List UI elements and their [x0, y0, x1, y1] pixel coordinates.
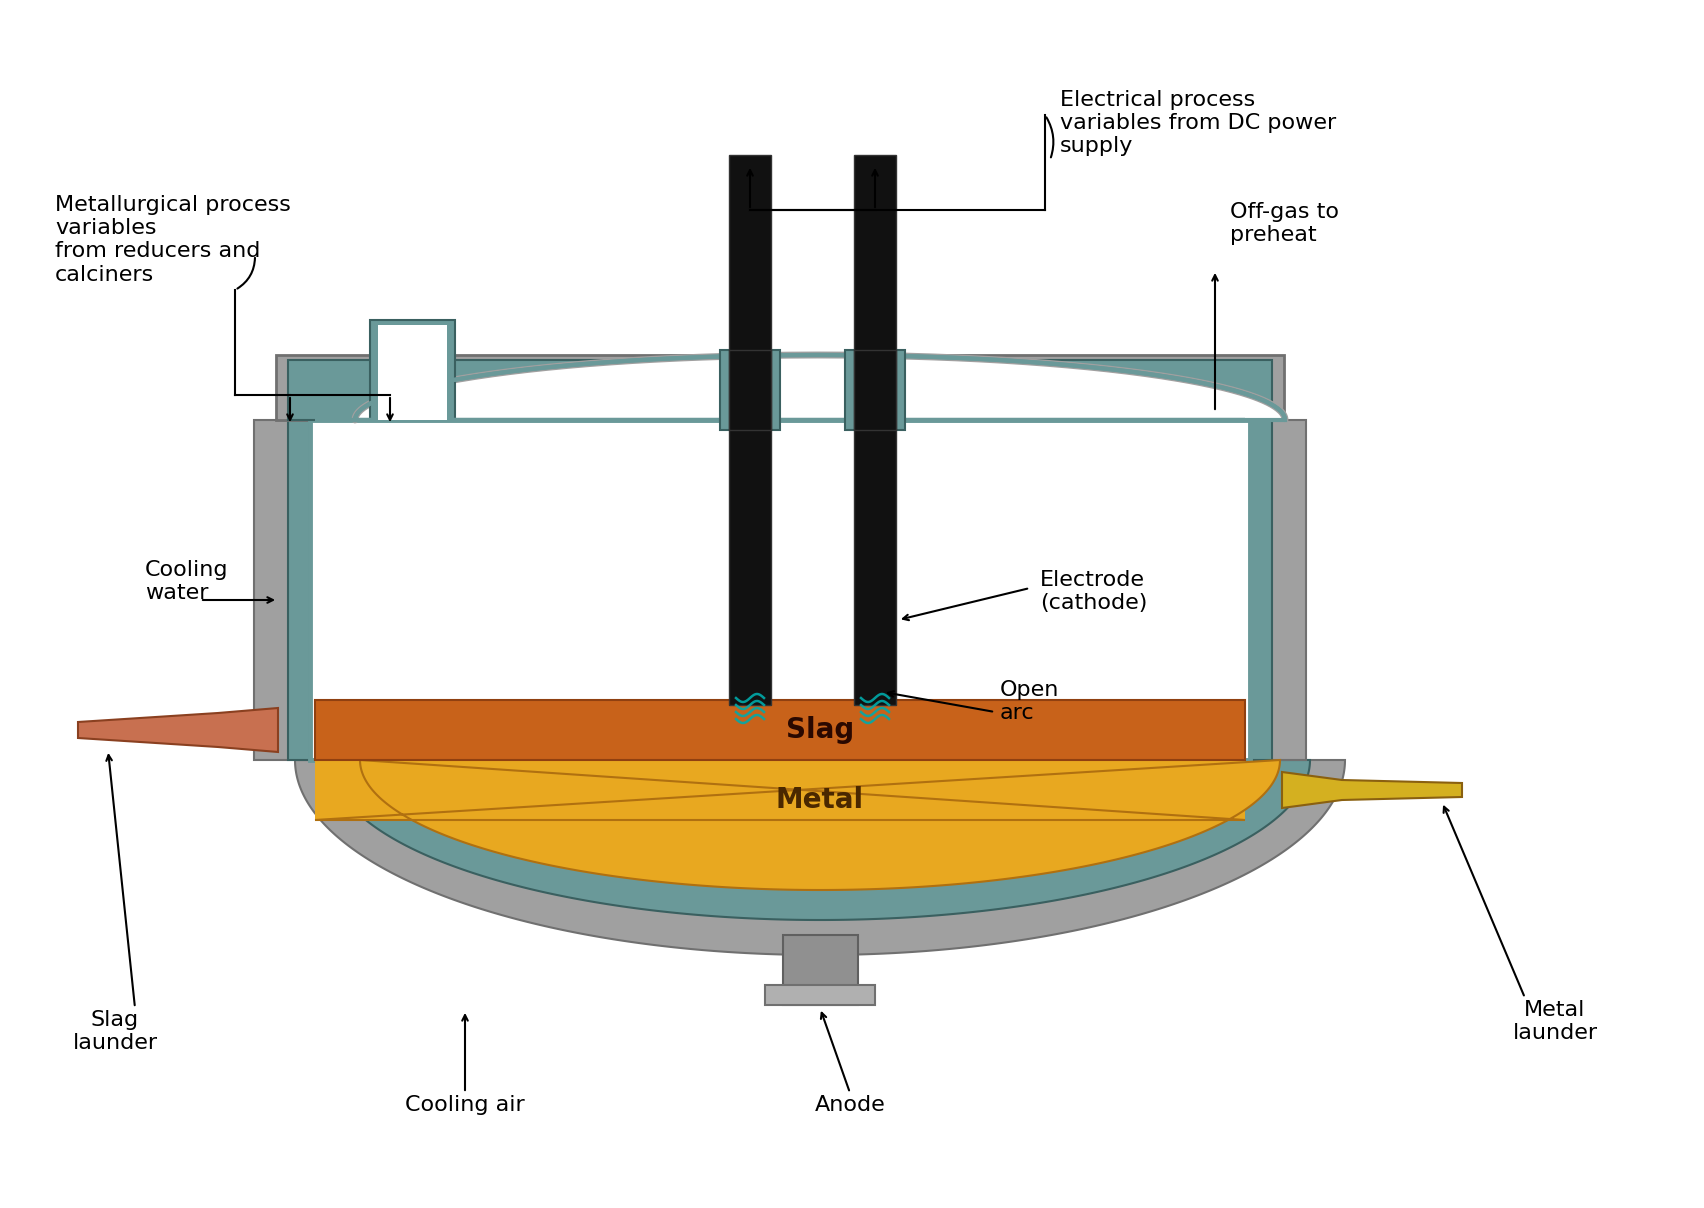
Polygon shape: [295, 760, 1344, 956]
Bar: [254, 420, 310, 760]
Polygon shape: [78, 708, 278, 753]
Bar: [276, 355, 1285, 420]
Polygon shape: [360, 760, 1280, 890]
Text: Slag: Slag: [786, 716, 854, 744]
Bar: [782, 935, 857, 1005]
Text: Metallurgical process
variables
from reducers and
calciners: Metallurgical process variables from red…: [55, 194, 291, 285]
Bar: [288, 360, 1271, 420]
Bar: [729, 350, 770, 430]
Text: Cooling air: Cooling air: [406, 1094, 525, 1115]
Bar: [1251, 420, 1305, 760]
Polygon shape: [315, 760, 1280, 890]
Bar: [729, 155, 770, 705]
Bar: [378, 325, 446, 420]
Text: Off-gas to
preheat: Off-gas to preheat: [1230, 202, 1339, 245]
Bar: [854, 350, 896, 430]
Text: Cooling
water: Cooling water: [145, 561, 228, 603]
Bar: [370, 320, 455, 420]
Bar: [288, 420, 310, 760]
Text: Anode: Anode: [815, 1094, 886, 1115]
Text: Electrode
(cathode): Electrode (cathode): [1039, 570, 1147, 614]
Bar: [310, 420, 1251, 760]
Bar: [854, 155, 896, 705]
Polygon shape: [331, 760, 1310, 920]
Bar: [1251, 420, 1271, 760]
Polygon shape: [1281, 772, 1462, 808]
Text: Metal
launder: Metal launder: [1513, 1000, 1598, 1044]
Bar: [765, 985, 874, 1005]
Bar: [315, 699, 1246, 760]
Bar: [721, 350, 780, 430]
Polygon shape: [315, 355, 1285, 420]
Text: Slag
launder: Slag launder: [73, 1010, 157, 1053]
Text: Electrical process
variables from DC power
supply: Electrical process variables from DC pow…: [1060, 91, 1336, 156]
Text: Metal: Metal: [775, 786, 864, 814]
Bar: [315, 760, 1246, 820]
Text: Open
arc: Open arc: [1000, 680, 1060, 724]
Bar: [310, 420, 1251, 760]
Bar: [845, 350, 905, 430]
